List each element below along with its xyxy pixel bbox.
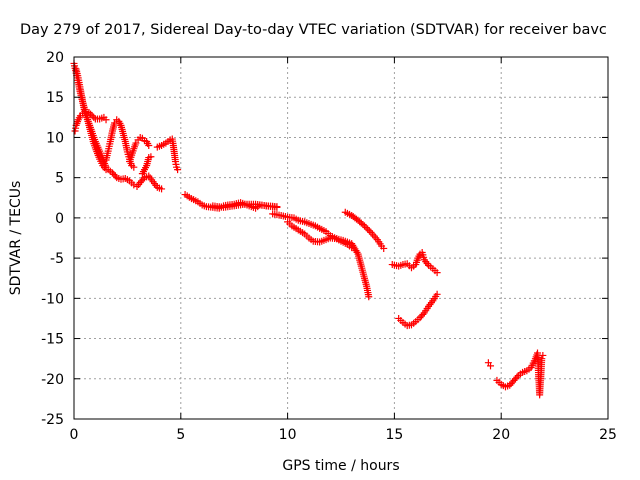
data-point [362,224,370,232]
x-tick-label: 5 [176,427,185,443]
series-track-l [341,208,388,252]
series-track-i [209,200,281,211]
x-axis-label: GPS time / hours [282,458,399,474]
series-track-p [493,349,547,399]
y-tick-label: -10 [41,291,64,307]
y-tick-label: 20 [46,50,64,66]
y-tick-label: 10 [46,130,64,146]
series-track-f [153,135,182,174]
data-point [102,116,110,124]
data-point [139,175,147,183]
data-point [174,166,182,174]
data-point [365,227,373,235]
data-point [513,373,521,381]
x-tick-label: 25 [599,427,617,443]
x-tick-label: 10 [279,427,297,443]
series-track-k [284,218,356,252]
y-tick-label: -25 [41,412,64,428]
data-point [111,172,119,180]
tick-layer: 0 5 10 15 20 25 20 15 10 5 0 -5 -10 -15 -20 -25 [41,50,617,443]
y-tick-label: 0 [55,211,64,227]
data-point [365,293,373,301]
data-point [273,203,281,211]
y-axis-label: SDTVAR / TECUs [8,181,24,296]
grid-layer [74,57,608,419]
data-point [487,362,495,370]
data-point [130,163,138,171]
y-tick-label: 5 [55,171,64,187]
data-point [538,355,546,363]
series-track-b [71,108,110,135]
data-point [433,269,441,277]
data-point [145,141,153,149]
data-point [348,244,356,252]
data-point [380,244,388,252]
series-track-m [388,248,441,277]
chart-title: Day 279 of 2017, Sidereal Day-to-day VTE… [20,22,607,38]
plot-border [73,56,609,420]
data-point [539,351,547,359]
data-point [359,221,367,229]
data-point [90,113,98,121]
y-tick-label: -5 [50,251,64,267]
x-tick-label: 20 [492,427,510,443]
series-track-g [138,153,155,178]
data-point [360,222,368,230]
series-track-o [484,359,495,370]
x-tick-label: 0 [70,427,79,443]
y-tick-label: -15 [41,332,64,348]
y-tick-label: -20 [41,372,64,388]
data-point [102,166,110,174]
x-tick-label: 15 [385,427,403,443]
series-track-e [126,133,153,166]
data-point [364,225,372,233]
data-layer [70,59,547,399]
series-track-n [395,290,441,330]
data-point [88,112,96,120]
y-tick-label: 15 [46,90,64,106]
data-point [433,290,441,298]
data-point [419,310,427,318]
data-point [158,185,166,193]
series-track-c [72,65,110,174]
data-point [147,153,155,161]
